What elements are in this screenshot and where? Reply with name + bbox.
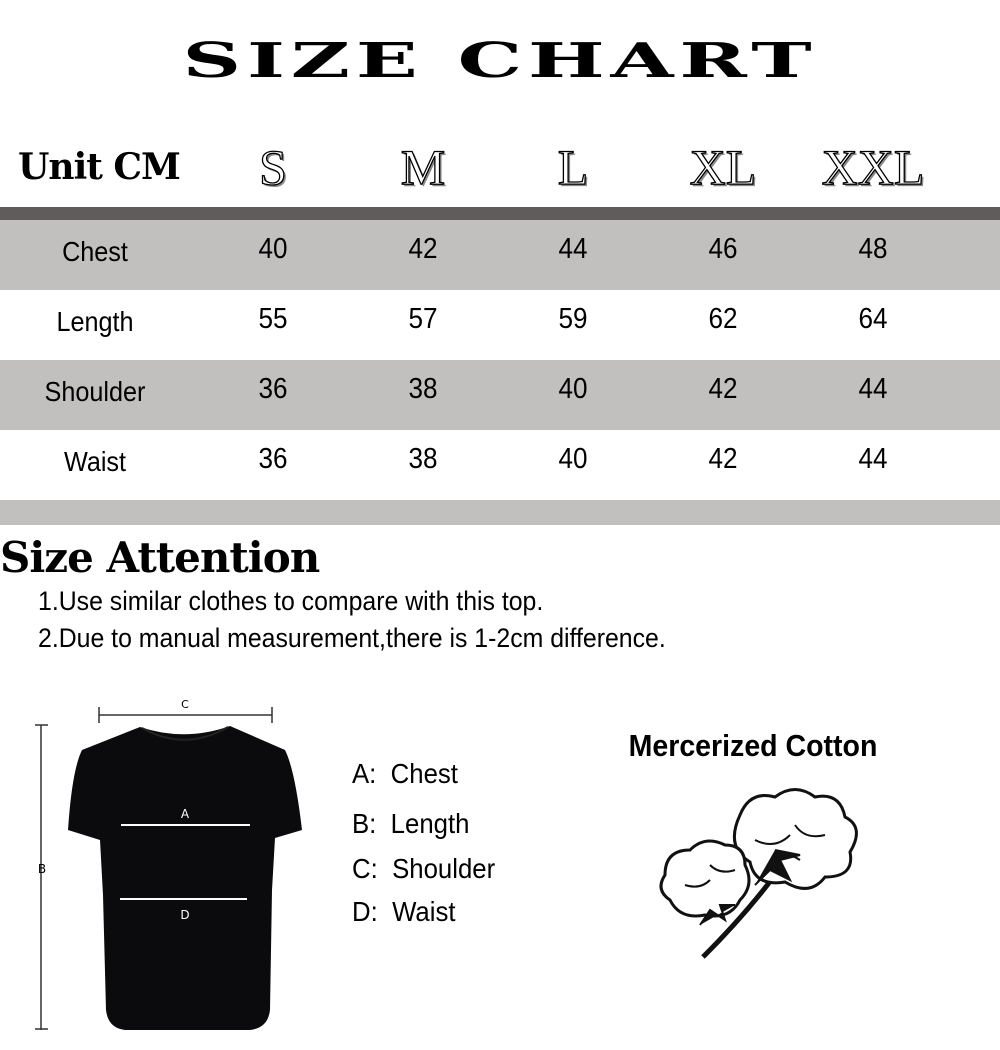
table-cell: 59: [558, 303, 588, 335]
table-cell: 36: [258, 373, 288, 405]
table-cell: 40: [558, 373, 588, 405]
legend-label: Chest: [390, 758, 458, 789]
row-bg-shoulder: [0, 360, 1000, 430]
table-cell: 40: [558, 443, 588, 475]
table-cell: 57: [408, 303, 438, 335]
marker-b: B: [38, 862, 46, 876]
size-header-s: S: [258, 138, 287, 195]
size-header-l: L: [557, 138, 589, 195]
size-header-xxl: XXL: [821, 138, 925, 195]
size-attention-heading: Size Attention: [0, 533, 320, 582]
legend-key: B:: [352, 808, 377, 839]
table-cell: 44: [558, 233, 588, 265]
table-cell: 42: [408, 233, 438, 265]
table-cell: 42: [708, 373, 738, 405]
marker-d: D: [180, 908, 189, 922]
legend-item: D: Waist: [352, 896, 456, 928]
table-cell: 38: [408, 373, 438, 405]
table-cell: 46: [708, 233, 738, 265]
table-cell: 62: [708, 303, 738, 335]
cotton-flower-icon: [659, 788, 858, 959]
note-2: 2.Due to manual measurement,there is 1-2…: [38, 623, 666, 653]
table-cell: 38: [408, 443, 438, 475]
header-divider: [0, 207, 1000, 220]
row-label: Length: [56, 306, 134, 337]
marker-a: A: [181, 807, 190, 821]
tshirt-diagram: C A B D: [35, 698, 302, 1030]
legend-item: A: Chest: [352, 758, 458, 790]
legend-label: Waist: [392, 896, 456, 927]
table-cell: 48: [858, 233, 888, 265]
legend-key: C:: [352, 853, 378, 884]
table-cell: 42: [708, 443, 738, 475]
page-title: SIZE CHART: [182, 32, 818, 90]
legend-key: A:: [352, 758, 377, 789]
table-cell: 55: [258, 303, 288, 335]
table-cell: 64: [858, 303, 888, 335]
size-header-m: M: [400, 138, 446, 195]
row-label: Chest: [62, 236, 128, 267]
row-bg-chest: [0, 220, 1000, 290]
row-label: Waist: [63, 446, 127, 477]
table-cell: 44: [858, 443, 888, 475]
marker-c: C: [181, 698, 189, 711]
note-1: 1.Use similar clothes to compare with th…: [38, 586, 544, 616]
row-bg-footer: [0, 500, 1000, 525]
unit-label: Unit CM: [18, 146, 181, 188]
legend-item: B: Length: [352, 808, 469, 840]
legend-key: D:: [352, 896, 378, 927]
table-cell: 36: [258, 443, 288, 475]
tshirt-silhouette: [68, 726, 302, 1030]
legend-label: Length: [390, 808, 470, 839]
shoulder-line-c: [98, 707, 273, 723]
legend-label: Shoulder: [392, 853, 496, 884]
row-label: Shoulder: [44, 376, 146, 407]
length-line-b: [35, 724, 48, 1030]
legend-item: C: Shoulder: [352, 853, 495, 885]
table-cell: 40: [258, 233, 288, 265]
size-header-xl: XL: [689, 138, 757, 195]
table-cell: 44: [858, 373, 888, 405]
material-title: Mercerized Cotton: [628, 728, 878, 763]
